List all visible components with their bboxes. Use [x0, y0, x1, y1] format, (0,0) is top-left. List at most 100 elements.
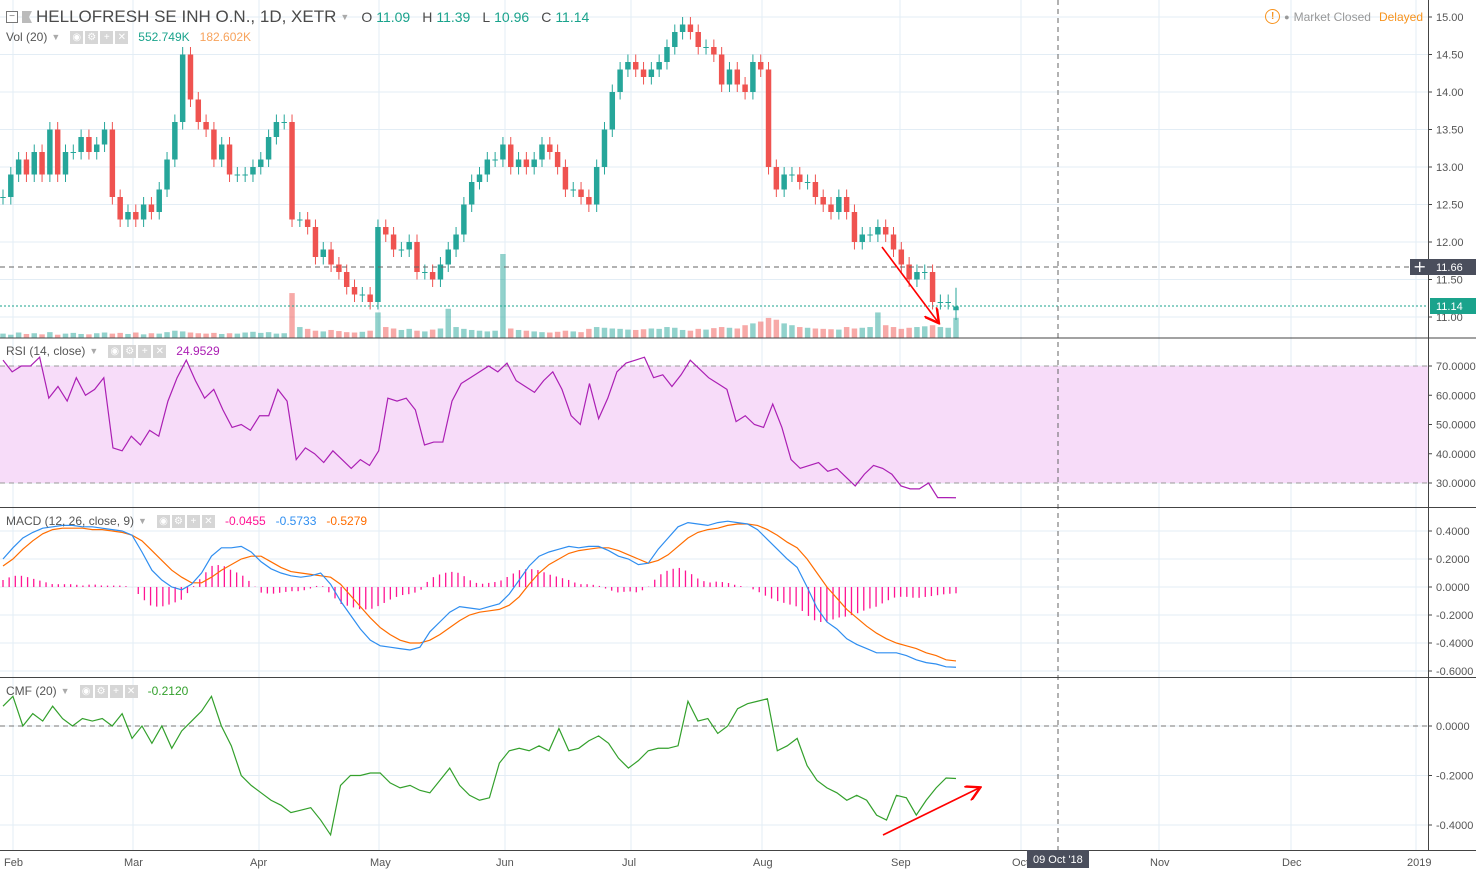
chevron-down-icon[interactable]: ▼: [89, 346, 99, 356]
volume-bar: [398, 329, 405, 338]
close-icon[interactable]: ✕: [115, 30, 129, 44]
candle-body: [797, 174, 803, 182]
trend-arrow-cmf[interactable]: [882, 788, 979, 836]
candle-body: [54, 129, 61, 175]
volume-bar: [648, 328, 655, 338]
candle-body: [757, 62, 764, 70]
symbol-title[interactable]: HELLOFRESH SE INH O.N., 1D, XETR: [36, 7, 337, 26]
x-tick-label: 2019: [1407, 857, 1431, 869]
x-tick-label: Jun: [496, 857, 514, 869]
volume-bar: [211, 332, 217, 338]
candle-body: [937, 302, 944, 303]
candle-body: [851, 212, 858, 242]
gear-icon[interactable]: ⚙: [94, 684, 108, 698]
volume-bar: [148, 333, 155, 338]
flag-icon[interactable]: [22, 11, 32, 23]
candle-body: [882, 227, 889, 235]
volume-bar: [187, 332, 194, 338]
volume-bar: [851, 328, 858, 338]
volume-bar: [289, 293, 295, 338]
eye-icon[interactable]: ◉: [70, 30, 84, 44]
open-value: 11.09: [376, 9, 411, 25]
macd-pane: [2, 520, 957, 668]
candle-body: [187, 54, 194, 100]
volume-bar: [250, 331, 256, 338]
y-tick-label: 50.0000: [1436, 420, 1476, 432]
gear-icon[interactable]: ⚙: [85, 30, 99, 44]
candle-body: [843, 197, 850, 212]
gear-icon[interactable]: ⚙: [171, 514, 185, 528]
candle-body: [86, 137, 92, 152]
y-tick-label: -0.4000: [1436, 638, 1473, 650]
volume-bar: [304, 328, 311, 338]
trend-arrow-price[interactable]: [881, 246, 938, 322]
cmf-line: [2, 694, 957, 837]
candle-body: [640, 69, 647, 77]
crosshair-plus-icon[interactable]: +: [1413, 257, 1426, 276]
candle-body: [375, 227, 381, 302]
candle-body: [461, 204, 467, 235]
volume-bar: [8, 334, 14, 338]
candle-body: [500, 144, 506, 160]
candle-body: [414, 242, 420, 272]
close-icon[interactable]: ✕: [124, 684, 138, 698]
candle-body: [242, 174, 248, 176]
eye-icon[interactable]: ◉: [79, 684, 93, 698]
volume-bar: [281, 333, 287, 338]
volume-bar: [664, 327, 670, 338]
volume-bar: [906, 327, 912, 338]
plus-icon[interactable]: +: [186, 514, 200, 528]
warning-icon[interactable]: !: [1265, 9, 1281, 24]
volume-bar: [695, 328, 701, 338]
x-tick-label: Dec: [1282, 857, 1302, 869]
volume-bar: [179, 331, 186, 338]
delayed-badge[interactable]: Delayed: [1378, 9, 1423, 24]
candle-body: [140, 204, 147, 220]
candle-body: [109, 129, 116, 197]
candle-body: [172, 122, 178, 160]
chevron-down-icon[interactable]: ▼: [51, 32, 61, 42]
candle-body: [453, 234, 459, 250]
candle-body: [133, 212, 139, 220]
eye-icon[interactable]: ◉: [156, 514, 170, 528]
plus-icon[interactable]: +: [138, 344, 152, 358]
plus-icon[interactable]: +: [100, 30, 114, 44]
candle-body: [687, 24, 694, 32]
volume-bar: [922, 326, 928, 338]
collapse-icon[interactable]: −: [6, 11, 18, 23]
vol-label[interactable]: Vol (20): [6, 30, 48, 44]
vol-ma-value: 182.602K: [199, 30, 252, 44]
candle-body: [164, 159, 170, 190]
candle-body: [711, 47, 717, 55]
candle-body: [547, 144, 553, 152]
volume-bar: [47, 332, 53, 338]
chevron-down-icon[interactable]: ▼: [340, 12, 350, 22]
volume-bar: [750, 323, 756, 338]
close-icon[interactable]: ✕: [153, 344, 167, 358]
volume-bar: [914, 327, 920, 338]
y-tick-label: 0.4000: [1436, 526, 1470, 538]
candle-body: [94, 144, 100, 152]
candle-body: [31, 152, 37, 175]
chevron-down-icon[interactable]: ▼: [60, 686, 70, 696]
cmf-label[interactable]: CMF (20): [6, 684, 57, 698]
rsi-label[interactable]: RSI (14, close): [6, 344, 86, 358]
volume-bars: [0, 254, 959, 338]
close-icon[interactable]: ✕: [201, 514, 215, 528]
gear-icon[interactable]: ⚙: [123, 344, 137, 358]
chevron-down-icon[interactable]: ▼: [138, 516, 147, 526]
candle-body: [492, 159, 498, 161]
candle-body: [156, 189, 162, 212]
x-tick-label: Apr: [250, 857, 267, 869]
candle-body: [328, 249, 334, 265]
eye-icon[interactable]: ◉: [108, 344, 122, 358]
candle-body: [617, 69, 623, 92]
plus-icon[interactable]: +: [109, 684, 123, 698]
macd-label[interactable]: MACD (12, 26, close, 9): [6, 514, 135, 528]
candle-body: [468, 182, 475, 205]
candle-body: [281, 122, 287, 123]
volume-bar: [625, 329, 631, 338]
volume-bar: [578, 332, 584, 338]
candle-body: [867, 234, 873, 236]
